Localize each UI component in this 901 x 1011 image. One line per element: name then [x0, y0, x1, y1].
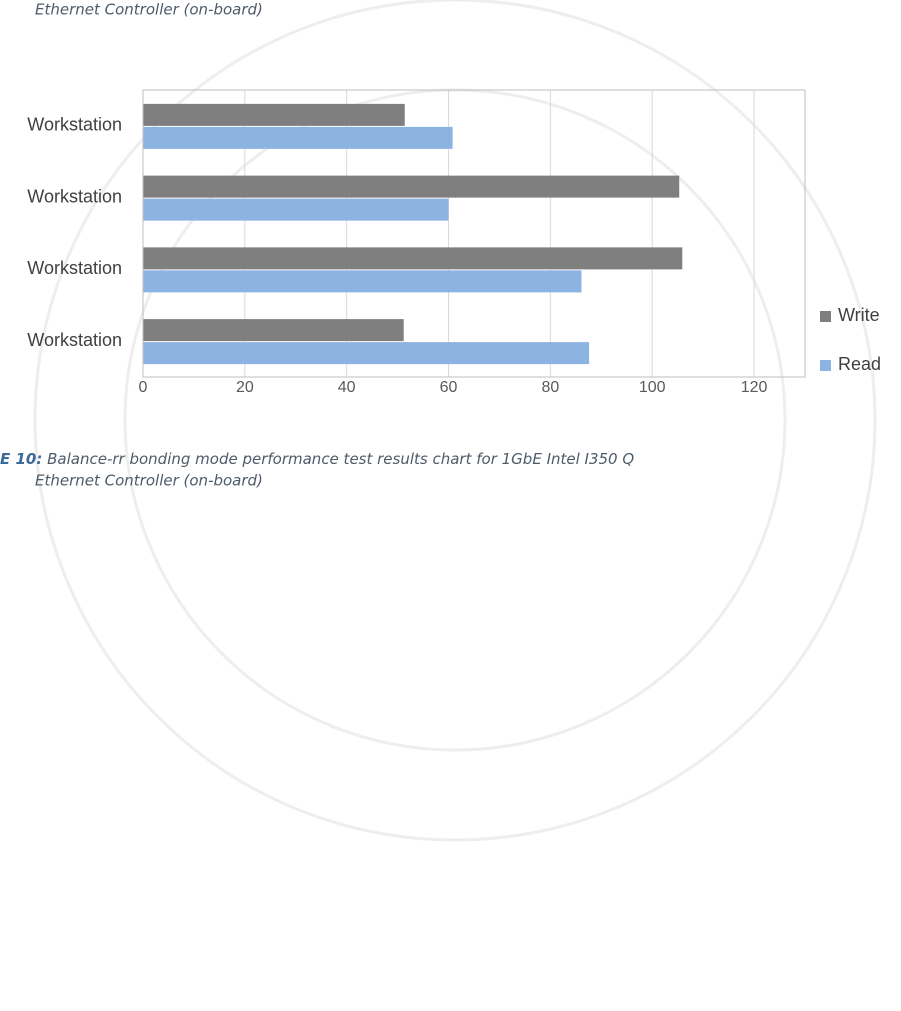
- x-tick-label: 20: [236, 379, 254, 396]
- page: Ethernet Controller (on-board) 0 20 40 60 80…: [0, 0, 901, 1011]
- legend-swatch: [820, 360, 831, 371]
- bar: [143, 127, 453, 149]
- legend-swatch: [820, 311, 831, 322]
- x-tick-label: 100: [639, 379, 666, 396]
- bar: [143, 247, 682, 269]
- y-tick-label: Workstation: [27, 258, 122, 278]
- y-tick-label: Workstation: [27, 115, 122, 135]
- x-tick-label: 80: [541, 379, 559, 396]
- x-tick-label: 120: [741, 379, 768, 396]
- bar: [143, 319, 404, 341]
- caption-text: Balance-rr bonding mode performance test…: [47, 450, 634, 468]
- bar: [143, 199, 449, 221]
- legend-label: Read: [838, 354, 881, 374]
- header-caption: Ethernet Controller (on-board): [35, 1, 263, 19]
- caption-label: E 10:: [0, 450, 42, 468]
- y-tick-label: Workstation: [27, 186, 122, 206]
- figure-caption: E 10: Balance-rr bonding mode performanc…: [0, 450, 634, 468]
- bar: [143, 104, 405, 126]
- legend-label: Write: [838, 305, 880, 325]
- chart: 0 20 40 60 80 100 120 Workstation Workstation Wor…: [27, 90, 881, 396]
- x-tick-label: 60: [440, 379, 458, 396]
- bar: [143, 176, 679, 198]
- y-tick-label: Workstation: [27, 330, 122, 350]
- bar: [143, 342, 589, 364]
- bar: [143, 270, 581, 292]
- x-tick-label: 40: [338, 379, 356, 396]
- caption-continuation: Ethernet Controller (on-board): [35, 472, 263, 490]
- x-tick-label: 0: [139, 379, 148, 396]
- watermark: [35, 0, 875, 840]
